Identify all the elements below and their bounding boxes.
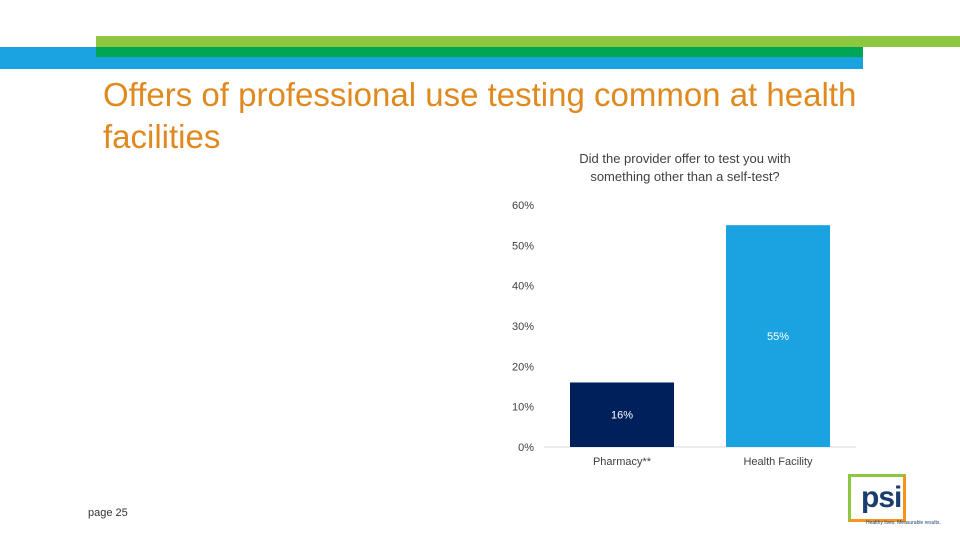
y-tick-label: 50% <box>512 240 534 252</box>
logo-tagline: Healthy lives. Measurable results. <box>866 520 941 526</box>
y-tick-label: 40% <box>512 281 534 293</box>
chart-title: Did the provider offer to test you with … <box>579 151 791 184</box>
header-stripe-dark-green <box>96 47 863 57</box>
y-tick-label: 20% <box>512 361 534 373</box>
logo-frame: psi <box>848 474 906 522</box>
data-label: 55% <box>767 331 789 343</box>
x-tick-label: Health Facility <box>743 456 813 468</box>
bar <box>726 225 830 447</box>
logo-text: psi <box>861 481 902 514</box>
header-stripe-green <box>96 36 960 47</box>
psi-logo: psi Healthy lives. Measurable results. <box>846 472 941 530</box>
data-label: 16% <box>611 410 633 422</box>
y-tick-label: 10% <box>512 402 534 414</box>
bar <box>570 382 674 447</box>
y-tick-label: 30% <box>512 321 534 333</box>
slide-title: Offers of professional use testing commo… <box>103 76 857 155</box>
y-tick-label: 60% <box>512 200 534 212</box>
page-number: page 25 <box>88 507 128 519</box>
y-tick-label: 0% <box>518 442 534 454</box>
x-tick-label: Pharmacy** <box>593 456 652 468</box>
